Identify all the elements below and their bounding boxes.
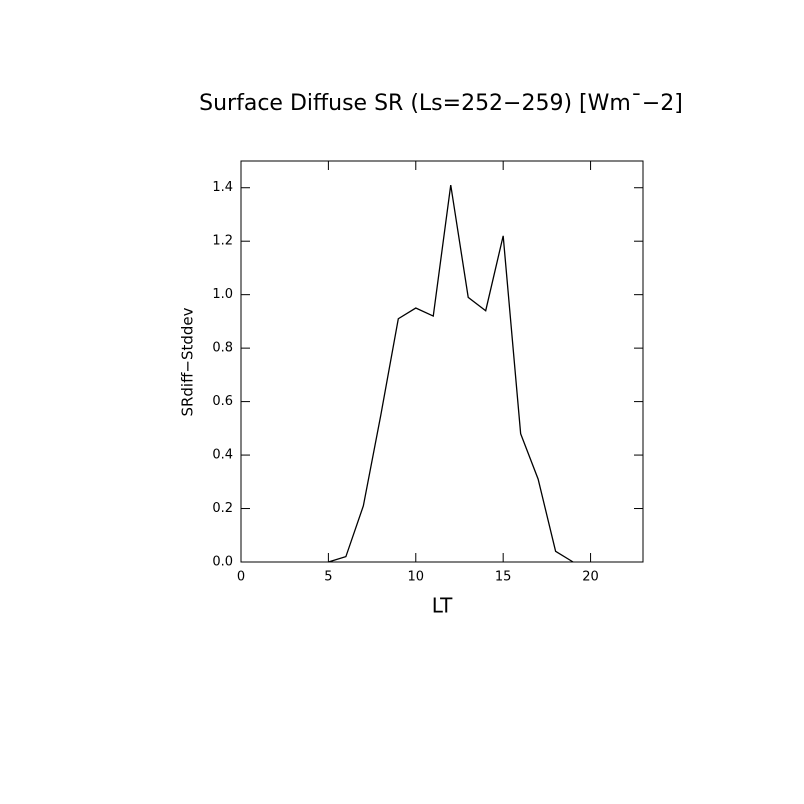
y-tick-label: 1.4 — [212, 180, 233, 195]
x-tick-label: 0 — [237, 570, 245, 585]
y-tick-label: 1.2 — [212, 234, 233, 249]
x-tick-label: 10 — [408, 570, 425, 585]
y-tick-label: 0.4 — [212, 448, 233, 463]
data-line — [328, 184, 574, 563]
x-tick-label: 15 — [495, 570, 512, 585]
y-tick-label: 0.2 — [212, 501, 233, 516]
chart-title: Surface Diffuse SR (Ls=252−259) [Wm¯−2] — [199, 91, 683, 116]
x-axis-label: LT — [432, 594, 453, 618]
plot-frame — [240, 160, 644, 563]
y-tick-label: 1.0 — [212, 287, 233, 302]
y-tick-label: 0.8 — [212, 341, 233, 356]
x-tick-label: 20 — [582, 570, 599, 585]
y-tick-label: 0.0 — [212, 555, 233, 570]
y-tick-label: 0.6 — [212, 394, 233, 409]
y-axis-label: SRdiff−Stddev — [179, 307, 197, 416]
x-tick-label: 5 — [324, 570, 332, 585]
